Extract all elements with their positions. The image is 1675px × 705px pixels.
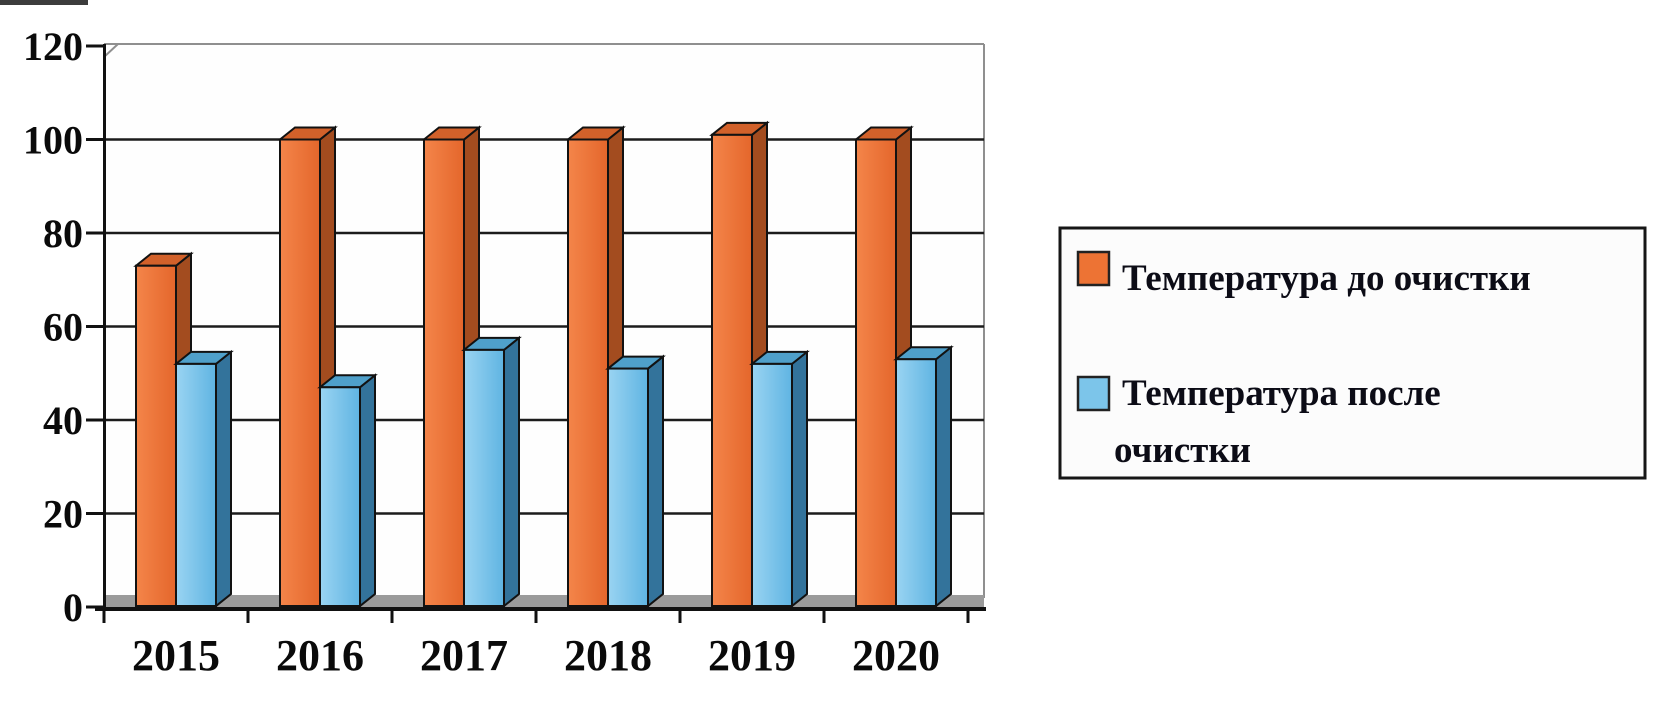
bar-side-face [791,349,808,609]
y-tick-label-120: 120 [23,24,83,69]
bar-front-face [279,138,321,607]
bar-after-2015 [173,349,234,609]
bar-after-2019 [749,349,810,609]
x-label-2015: 2015 [132,631,220,680]
y-tick-label-40: 40 [43,398,83,443]
x-label-2018: 2018 [564,631,652,680]
bar-front-face [423,138,465,607]
bar-side-face [359,373,376,609]
bar-front-face [175,362,217,607]
bar-front-face [711,133,753,607]
frame-corner-bevel [103,43,119,58]
bar-front-face [895,358,937,607]
bar-front-face [567,138,609,607]
y-tick-label-100: 100 [23,118,83,163]
bar-front-face [751,362,793,607]
bar-side-face [215,349,232,609]
bar-front-face [135,264,177,607]
y-tick-label-60: 60 [43,305,83,350]
x-label-2016: 2016 [276,631,364,680]
legend-label-after-line1: Температура после [1122,373,1441,414]
bar-side-face [935,345,952,609]
y-tick-label-80: 80 [43,211,83,256]
legend-label-before-line1: Температура до очистки [1122,258,1531,299]
bar-after-2017 [461,335,522,609]
bar-side-face [647,354,664,609]
bar-front-face [607,367,649,608]
bar-after-2018 [605,354,666,609]
bar-side-face [503,335,520,609]
x-label-2019: 2019 [708,631,796,680]
legend-box [1058,226,1647,480]
bar-after-2020 [893,345,954,609]
bar-front-face [319,386,361,607]
y-tick-label-0: 0 [63,585,83,630]
legend-swatch-before [1076,250,1111,287]
bar-front-face [855,138,897,607]
x-label-2020: 2020 [852,631,940,680]
legend-swatch-after [1076,375,1111,412]
legend: Температура до очистки Температура после о… [1058,226,1647,480]
legend-label-after-line2: очистки [1114,430,1251,471]
scan-edge-artifact [0,0,88,5]
x-label-2017: 2017 [420,631,508,680]
bar-front-face [463,348,505,607]
chart-floor [104,595,984,608]
y-tick-label-20: 20 [43,492,83,537]
bar-after-2016 [317,373,378,609]
